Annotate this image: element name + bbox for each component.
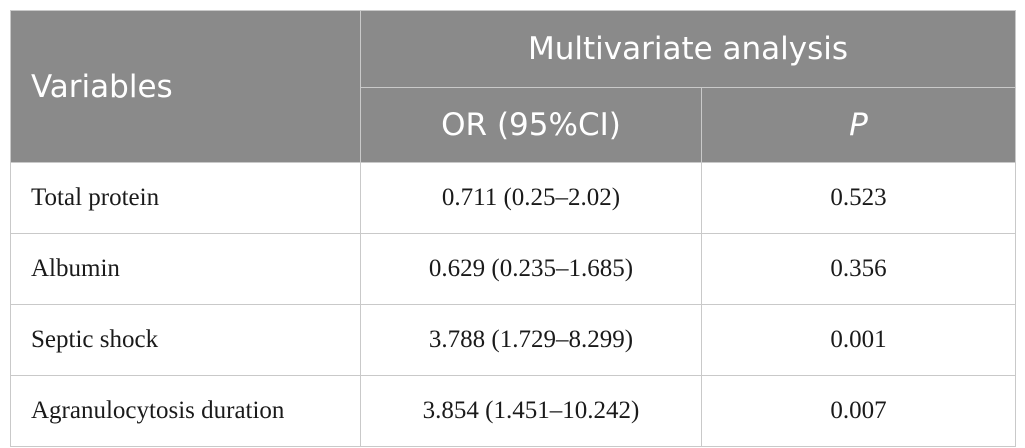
row-or-ci: 3.788 (1.729–8.299) xyxy=(360,304,702,376)
row-variable: Albumin xyxy=(10,233,361,305)
multivariate-analysis-table: Variables Multivariate analysis OR (95%C… xyxy=(10,10,1017,447)
table-row: Agranulocytosis duration 3.854 (1.451–10… xyxy=(10,375,1017,447)
row-p-value: 0.007 xyxy=(700,375,1017,447)
row-or-ci: 3.854 (1.451–10.242) xyxy=(360,375,702,447)
header-row-sub: OR (95%CI) P xyxy=(11,87,1017,163)
row-p-value: 0.523 xyxy=(700,162,1017,234)
row-or-ci: 0.629 (0.235–1.685) xyxy=(360,233,702,305)
row-or-ci: 0.711 (0.25–2.02) xyxy=(360,162,702,234)
row-variable: Septic shock xyxy=(10,304,361,376)
results-table-container: Variables Multivariate analysis OR (95%C… xyxy=(10,10,1017,447)
header-or-ci: OR (95%CI) xyxy=(360,87,702,163)
table-row: Septic shock 3.788 (1.729–8.299) 0.001 xyxy=(10,304,1017,376)
header-p-value: P xyxy=(700,87,1017,163)
row-variable: Agranulocytosis duration xyxy=(10,375,361,447)
header-row-top: Variables Multivariate analysis xyxy=(10,10,1017,163)
row-p-value: 0.001 xyxy=(700,304,1017,376)
header-variables: Variables xyxy=(10,10,361,163)
row-p-value: 0.356 xyxy=(700,233,1017,305)
table-row: Albumin 0.629 (0.235–1.685) 0.356 xyxy=(10,233,1017,305)
table-row: Total protein 0.711 (0.25–2.02) 0.523 xyxy=(10,162,1017,234)
row-variable: Total protein xyxy=(10,162,361,234)
header-multivariate-analysis: Multivariate analysis xyxy=(359,10,1017,88)
